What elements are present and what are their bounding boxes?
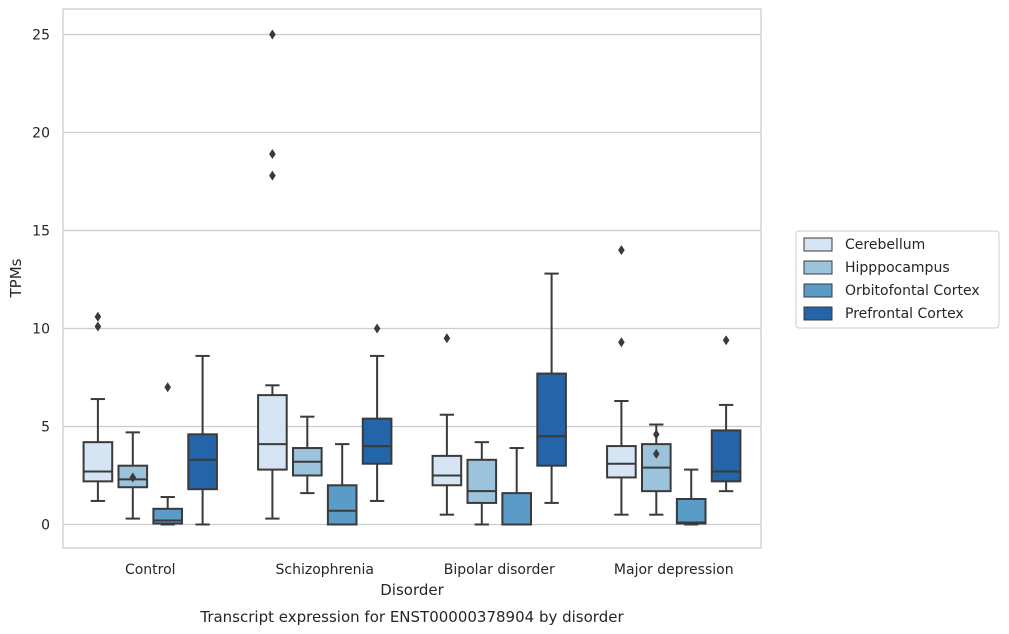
outlier-point (618, 245, 625, 256)
y-tick-label-25: 25 (32, 27, 50, 43)
y-tick-label-20: 20 (32, 125, 50, 141)
y-tick-label-5: 5 (41, 419, 50, 435)
box-1-0 (117, 431, 149, 520)
box-0-3 (606, 245, 637, 516)
legend-swatch (803, 283, 833, 298)
legend-item-3: Prefrontal Cortex (803, 306, 964, 322)
box-3-1 (361, 323, 393, 502)
box-body (82, 441, 114, 483)
x-axis-label: Disorder (380, 581, 444, 599)
y-tick-labels: 0 5 10 15 20 25 (32, 27, 50, 533)
box-2-2 (501, 447, 533, 526)
x-tick-label-3: Major depression (614, 562, 734, 578)
outlier-point (269, 149, 276, 160)
plot-frame (62, 8, 762, 549)
legend-item-2: Orbitofontal Cortex (803, 283, 980, 299)
outlier-point (653, 448, 660, 459)
legend-label: Orbitofontal Cortex (845, 283, 980, 299)
y-tick-label-10: 10 (32, 321, 50, 337)
box-1-3 (640, 423, 672, 516)
x-tick-label-2: Bipolar disorder (444, 562, 555, 578)
box-body (501, 492, 533, 526)
chart-caption: Transcript expression for ENST0000037890… (199, 608, 624, 626)
box-0-0 (82, 311, 114, 502)
legend-frame (795, 230, 1000, 329)
box-body (361, 417, 393, 465)
box-1-2 (466, 441, 498, 526)
legend-item-1: Hipppocampus (803, 260, 950, 276)
box-body (710, 429, 742, 483)
box-3-3 (710, 335, 742, 493)
legend-label: Cerebellum (845, 237, 925, 253)
legend: Cerebellum Hipppocampus Orbitofontal Corte… (795, 230, 1000, 329)
box-body (606, 445, 637, 479)
box-body (326, 484, 358, 526)
box-2-0 (152, 382, 184, 526)
box-layer (82, 29, 742, 526)
box-body (675, 498, 707, 525)
outlier-point (164, 382, 171, 393)
box-body (536, 372, 567, 467)
outlier-point (618, 337, 625, 348)
box-1-1 (291, 415, 323, 495)
legend-item-0: Cerebellum (803, 237, 925, 253)
box-body (257, 394, 288, 471)
box-body (431, 454, 463, 487)
legend-swatch (803, 306, 833, 321)
y-axis-label: TPMs (7, 258, 25, 298)
y-tick-label-0: 0 (41, 517, 50, 533)
outlier-point (443, 333, 451, 344)
outlier-point (653, 429, 660, 440)
outlier-point (129, 472, 137, 483)
y-tick-label-15: 15 (32, 223, 50, 239)
outlier-point (94, 321, 102, 332)
x-tick-labels: Control Schizophrenia Bipolar disorder Majo… (125, 562, 734, 578)
legend-swatch (803, 237, 833, 252)
x-tick-label-0: Control (125, 562, 176, 578)
box-0-2 (431, 333, 463, 516)
grid-layer (63, 33, 761, 526)
box-2-1 (326, 443, 358, 526)
x-tick-label-1: Schizophrenia (276, 562, 374, 578)
box-0-1 (257, 29, 288, 520)
box-body (466, 458, 498, 504)
box-3-0 (187, 354, 218, 526)
outlier-point (373, 323, 381, 334)
legend-swatch (803, 260, 833, 275)
box-body (187, 433, 218, 491)
outlier-point (94, 311, 102, 322)
outlier-point (722, 335, 730, 346)
box-2-3 (675, 468, 707, 526)
legend-label: Hipppocampus (845, 260, 950, 276)
legend-label: Prefrontal Cortex (845, 306, 964, 322)
outlier-point (269, 29, 276, 40)
box-3-2 (536, 272, 567, 504)
outlier-point (269, 170, 276, 181)
